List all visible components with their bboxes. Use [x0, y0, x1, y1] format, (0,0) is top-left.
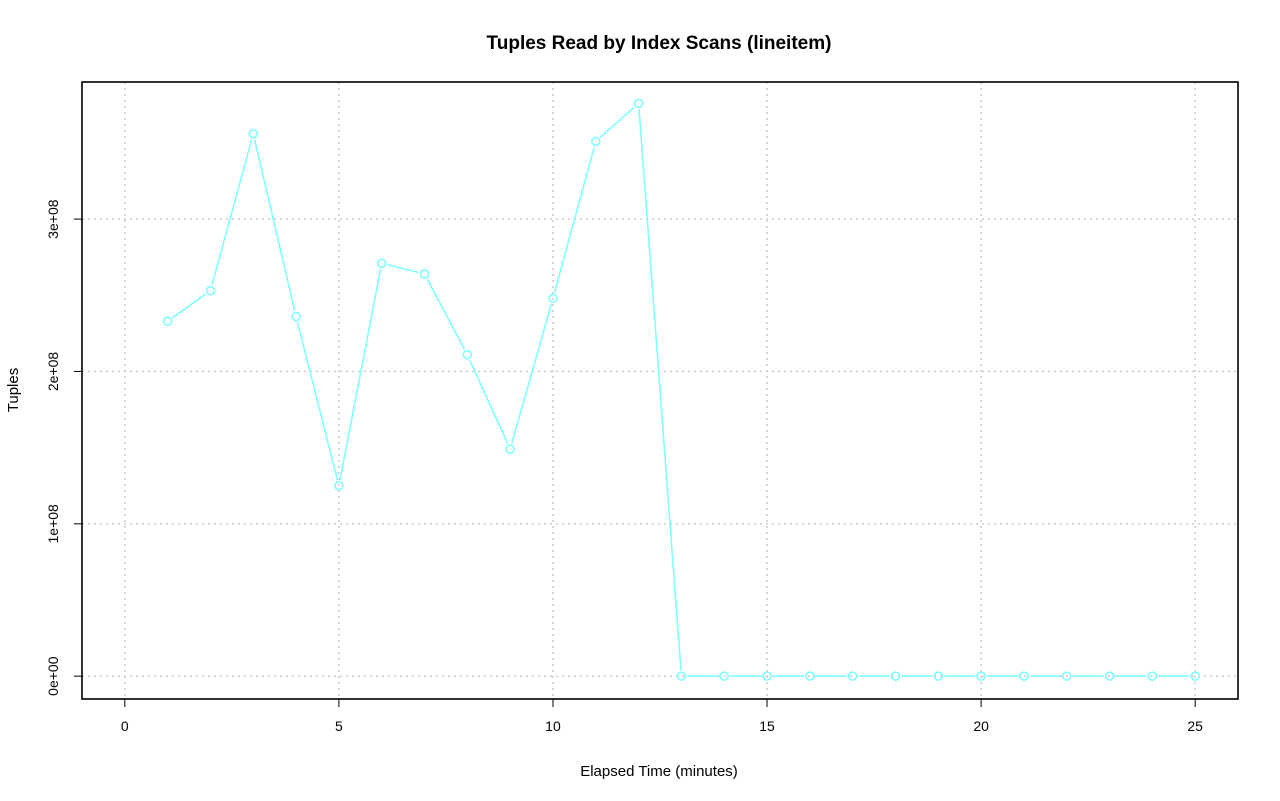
- x-tick-label: 20: [973, 718, 989, 734]
- series-line-segment: [211, 139, 253, 286]
- data-point: [976, 671, 986, 681]
- series-line-segment: [387, 263, 419, 274]
- data-point: [933, 671, 944, 681]
- grid-lines: [82, 82, 1238, 699]
- data-point: [805, 671, 815, 681]
- data-point: [1061, 671, 1072, 681]
- data-point: [1104, 671, 1115, 681]
- data-point: [1147, 671, 1158, 681]
- y-tick-label: 2e+08: [45, 352, 61, 392]
- series-line-segment: [339, 269, 382, 480]
- x-axis-label: Elapsed Time (minutes): [580, 763, 738, 780]
- chart-title: Tuples Read by Index Scans (lineitem): [487, 33, 832, 54]
- series-line-segment: [599, 106, 635, 139]
- series-line-segment: [469, 359, 509, 445]
- x-tick-label: 5: [335, 718, 343, 734]
- data-point: [676, 671, 687, 681]
- plot-frame: [81, 81, 1239, 700]
- data-point: [291, 311, 301, 322]
- data-point: [890, 671, 901, 681]
- data-point: [334, 480, 344, 491]
- data-point: [719, 671, 730, 681]
- x-tick-label: 10: [545, 718, 561, 734]
- data-point: [419, 269, 430, 279]
- data-point: [762, 671, 772, 681]
- data-point: [590, 136, 601, 147]
- series-line-segment: [638, 109, 682, 671]
- series-line-segment: [296, 322, 339, 481]
- data-point: [548, 293, 558, 304]
- series-line-segment: [253, 139, 296, 311]
- y-tick-label: 0e+00: [45, 656, 61, 696]
- data-point: [162, 316, 173, 326]
- x-tick-label: 0: [121, 718, 129, 734]
- data-point: [1190, 671, 1200, 681]
- series-line-segment: [426, 278, 466, 350]
- data-point: [376, 258, 387, 269]
- data-point: [633, 98, 644, 109]
- data-point: [1019, 671, 1029, 681]
- data-point: [505, 444, 515, 454]
- data-point: [462, 349, 473, 360]
- y-tick-label: 1e+08: [45, 504, 61, 544]
- y-axis-label: Tuples: [5, 368, 22, 412]
- data-point: [248, 128, 259, 139]
- series-line-segment: [511, 303, 553, 444]
- series-line-segment: [553, 146, 595, 293]
- data-point: [847, 671, 858, 681]
- data-point: [205, 285, 216, 296]
- series-group: [162, 98, 1200, 681]
- series-line-segment: [172, 293, 207, 319]
- x-axis: 0 5 10 15 20 25: [121, 699, 1203, 734]
- y-tick-label: 3e+08: [45, 199, 61, 239]
- series-0: [162, 98, 1200, 681]
- x-tick-label: 15: [759, 718, 775, 734]
- x-tick-label: 25: [1187, 718, 1203, 734]
- y-axis: 0e+00 1e+08 2e+08 3e+08: [45, 199, 82, 696]
